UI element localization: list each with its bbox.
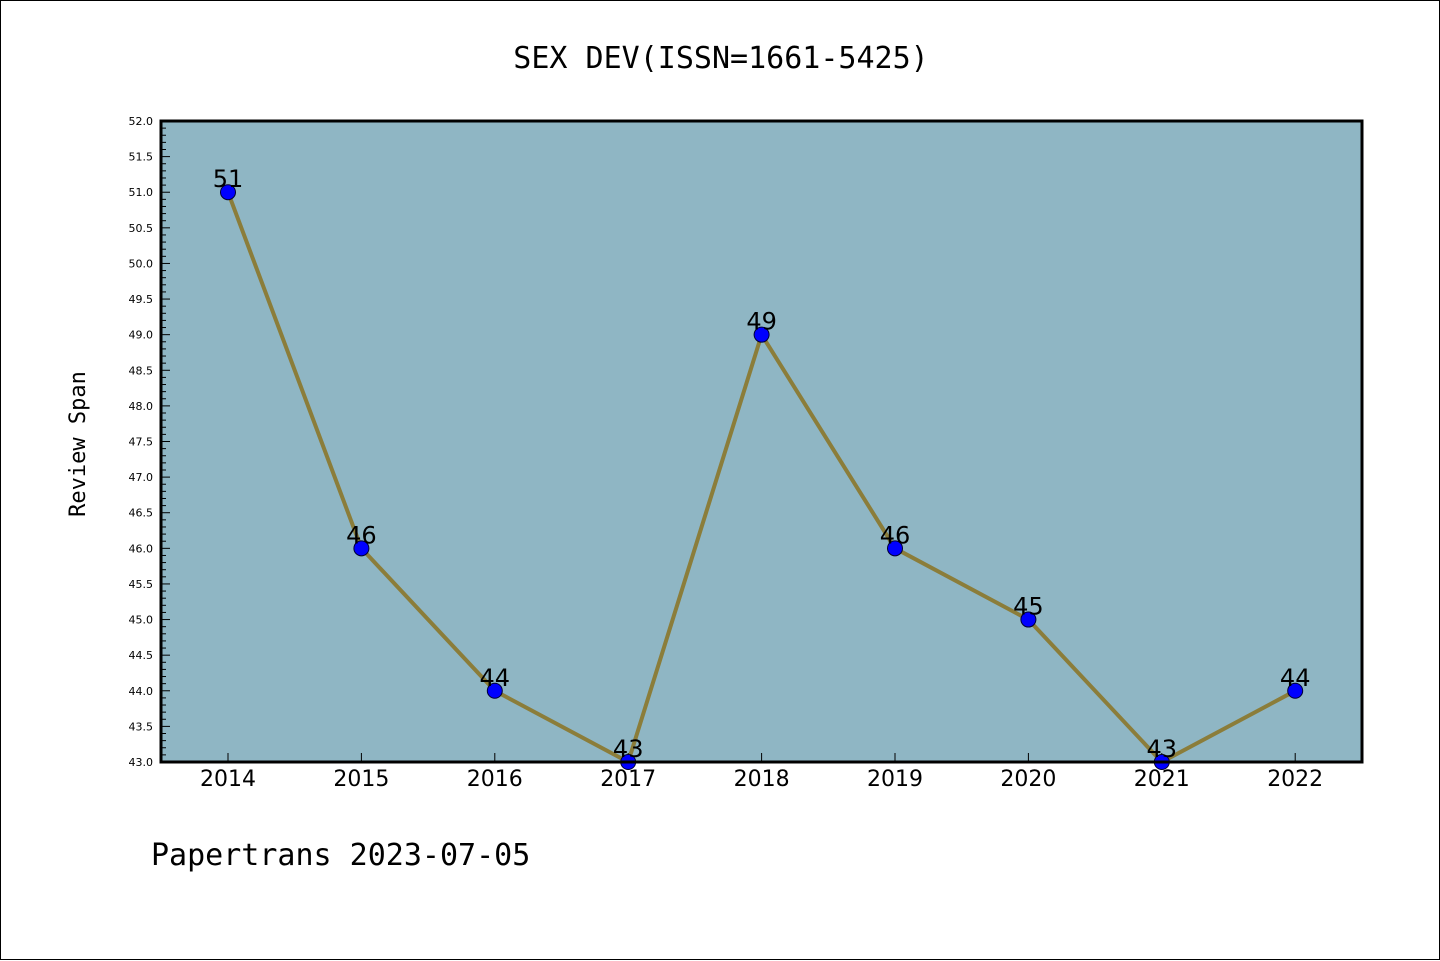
y-tick-label: 43.5: [129, 720, 154, 733]
y-tick-label: 50.5: [129, 222, 154, 235]
y-tick-label: 50.0: [129, 257, 154, 270]
y-tick-label: 51.0: [129, 186, 154, 199]
footer-watermark: Papertrans 2023-07-05: [151, 838, 530, 873]
y-tick-label: 44.0: [129, 685, 154, 698]
y-tick-label: 46.5: [129, 507, 154, 520]
x-tick-label: 2021: [1134, 767, 1190, 792]
y-tick-label: 49.5: [129, 293, 154, 306]
y-tick-label: 49.0: [129, 329, 154, 342]
data-series: 51 46 44 43 49 46 45 43 44: [213, 165, 1311, 770]
data-point: [486, 682, 503, 699]
x-tick-label: 2020: [1000, 767, 1056, 792]
y-tick-label: 52.0: [129, 115, 154, 128]
x-tick-label: 2017: [600, 767, 656, 792]
data-point: [753, 326, 770, 343]
x-tick-label: 2015: [333, 767, 389, 792]
y-axis-label: Review Span: [66, 371, 91, 517]
y-tick-label: 48.5: [129, 364, 154, 377]
plot-border: [159, 119, 1364, 764]
data-point: [220, 184, 236, 201]
y-tick-label: 43.0: [129, 756, 154, 769]
x-tick-label: 2018: [734, 767, 790, 792]
data-label: 51: [213, 165, 244, 193]
y-tick-label: 47.0: [129, 471, 154, 484]
x-tick-label: 2022: [1267, 767, 1323, 792]
data-label: 49: [746, 308, 777, 336]
data-label: 44: [480, 664, 511, 692]
x-tick-label: 2014: [200, 767, 256, 792]
y-tick-label: 44.5: [129, 649, 154, 662]
x-tick-label: 2019: [867, 767, 923, 792]
data-label: 45: [1013, 593, 1044, 621]
data-point: [353, 540, 370, 557]
data-point: [1020, 611, 1037, 628]
data-point: [887, 540, 903, 557]
y-tick-label: 47.5: [129, 436, 154, 449]
y-axis: 43.0 43.5 44.0 44.5 45.0 45.5 46.0 46.5 47.0 47.5…: [129, 115, 170, 769]
data-point: [1287, 682, 1304, 699]
chart-title: SEX DEV(ISSN=1661-5425): [513, 41, 928, 76]
x-axis: 2014 2015 2016 2017 2018 2019 2020 2021 2022: [200, 753, 1323, 792]
data-label: 44: [1280, 664, 1311, 692]
y-tick-label: 46.0: [129, 542, 154, 555]
plot-area: [161, 121, 1362, 762]
y-tick-label: 45.5: [129, 578, 154, 591]
y-tick-label: 48.0: [129, 400, 154, 413]
y-tick-label: 51.5: [129, 151, 154, 164]
data-label: 46: [346, 521, 377, 549]
y-tick-label: 45.0: [129, 614, 154, 627]
data-label: 46: [880, 521, 911, 549]
x-tick-label: 2016: [467, 767, 523, 792]
data-label: 43: [613, 735, 644, 763]
data-label: 43: [1147, 735, 1178, 763]
